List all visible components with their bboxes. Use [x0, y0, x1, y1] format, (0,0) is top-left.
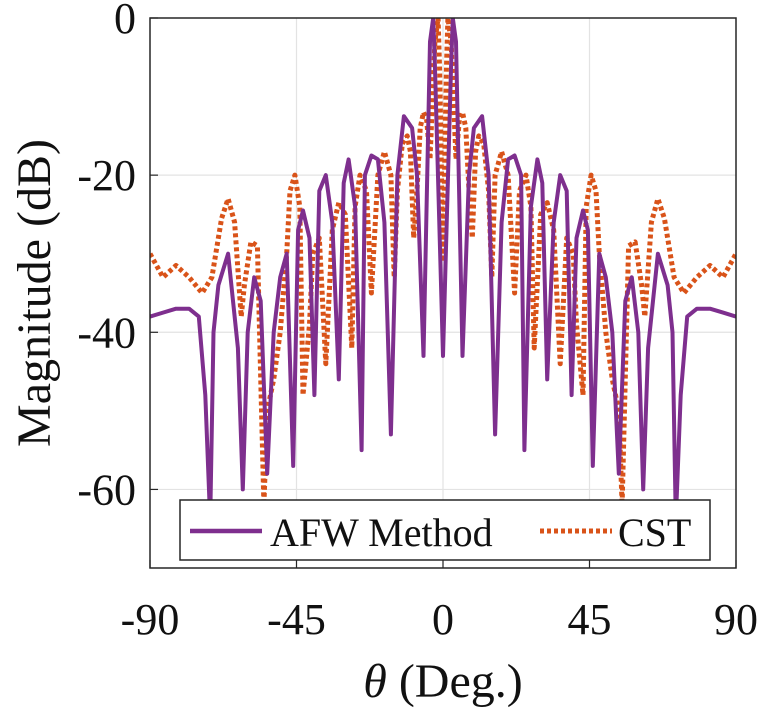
x-tick-label: 45 — [568, 595, 612, 644]
y-tick-label: 0 — [114, 0, 136, 43]
y-tick-label: -40 — [77, 308, 136, 357]
x-axis-title-symbol: θ — [363, 655, 387, 708]
x-axis-title-unit: (Deg.) — [387, 655, 523, 708]
series-afw-method-line — [150, 18, 736, 523]
legend-label-afw: AFW Method — [270, 510, 493, 555]
series-group — [150, 18, 736, 523]
y-axis-title: Magnitude (dB) — [8, 139, 61, 447]
y-tick-labels: 0 -20 -40 -60 — [77, 0, 158, 514]
x-tick-label: 0 — [432, 595, 454, 644]
x-tick-labels: -90 -45 0 45 90 — [121, 560, 758, 644]
x-tick-label: 90 — [714, 595, 758, 644]
y-tick-label: -20 — [77, 151, 136, 200]
legend-label-cst: CST — [618, 510, 691, 555]
x-axis-title: θ (Deg.) — [363, 655, 523, 708]
y-tick-label: -60 — [77, 465, 136, 514]
x-tick-label: -45 — [267, 595, 326, 644]
legend: AFW Method CST — [179, 499, 711, 561]
legend-box — [179, 499, 711, 561]
x-tick-label: -90 — [121, 595, 180, 644]
